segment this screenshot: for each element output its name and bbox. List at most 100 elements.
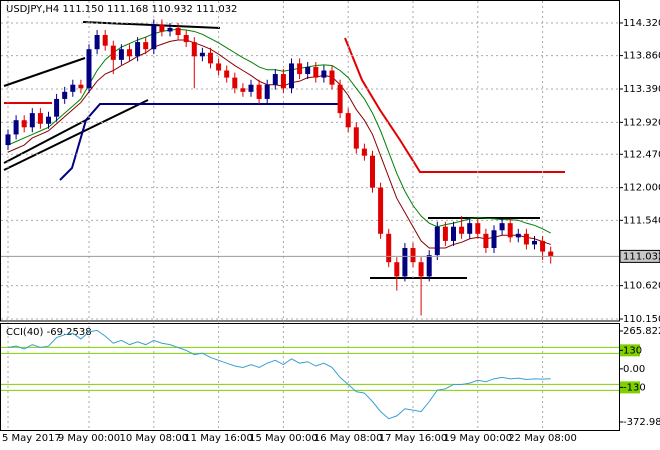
candle-body: [451, 226, 456, 241]
candle-body: [459, 226, 465, 234]
last-price-label: 111.032: [623, 251, 660, 262]
y-tick-label: 110.620: [623, 281, 660, 292]
y-tick-label: 0.00: [623, 364, 645, 375]
candle-body: [329, 70, 335, 85]
x-tick-label: 15 May 00:00: [249, 433, 318, 444]
y-tick-label: 112.920: [623, 117, 660, 128]
candle-body: [110, 45, 116, 60]
candle-body: [337, 84, 343, 114]
candle-body: [410, 248, 416, 263]
indicator-panel: [0, 323, 620, 431]
x-tick-label: 9 May 00:00: [58, 433, 120, 444]
x-tick-label: 11 May 16:00: [184, 433, 253, 444]
candle-body: [159, 24, 165, 32]
y-tick-label: -130: [623, 382, 646, 393]
candle-body: [78, 84, 84, 89]
candle-body: [378, 187, 384, 234]
candle-body: [127, 49, 132, 57]
main-panel: [0, 0, 620, 322]
y-tick-label: 130: [623, 345, 642, 356]
candle-body: [208, 52, 213, 64]
candle-body: [62, 91, 68, 99]
x-tick-label: 19 May 00:00: [444, 433, 513, 444]
candle-body: [191, 42, 197, 57]
y-tick-label: 113.860: [623, 51, 660, 62]
y-tick-label: -372.9858: [623, 417, 660, 428]
chart-title: USDJPY,H4 111.150 111.168 110.932 111.03…: [6, 4, 237, 15]
x-tick-label: 16 May 08:00: [314, 433, 383, 444]
x-tick-label: 10 May 08:00: [120, 433, 189, 444]
y-tick-label: 112.000: [623, 183, 660, 194]
candle-body: [507, 223, 513, 238]
candle-body: [548, 251, 554, 257]
candle-body: [37, 113, 43, 124]
candle-body: [224, 70, 230, 78]
last-price-box: [619, 249, 660, 263]
candle-body: [305, 66, 311, 75]
candle-body: [86, 49, 92, 89]
candle-body: [199, 52, 205, 57]
candle-body: [353, 127, 359, 149]
candle-body: [532, 240, 537, 245]
candle-body: [426, 255, 432, 277]
y-tick-label: 112.470: [623, 149, 660, 160]
candle-body: [240, 88, 246, 92]
candle-body: [232, 77, 238, 89]
candle-body: [264, 84, 270, 99]
candle-body: [523, 233, 529, 245]
candle-body: [475, 223, 481, 234]
candle-body: [280, 74, 286, 89]
candle-body: [515, 233, 521, 238]
y-tick-label: 111.540: [623, 215, 660, 226]
candle-body: [102, 35, 108, 46]
candle-body: [175, 27, 181, 36]
candle-body: [483, 233, 489, 249]
candle-body: [143, 42, 149, 50]
candle-body: [345, 113, 351, 128]
candle-body: [499, 223, 505, 231]
candle-body: [289, 63, 294, 89]
y-tick-label: 110.150: [623, 314, 660, 325]
candle-body: [386, 233, 392, 263]
candle-body: [442, 226, 448, 241]
moving-average: [7, 39, 551, 249]
candle-body: [248, 84, 254, 92]
candle-body: [402, 248, 408, 277]
candle-body: [13, 120, 19, 135]
candle-body: [361, 148, 367, 156]
candle-body: [94, 35, 100, 50]
y-tick-label: 113.390: [623, 84, 660, 95]
trend-line: [3, 99, 149, 171]
candle-body: [394, 262, 400, 277]
indicator-title: CCI(40) -69.2538: [6, 327, 92, 338]
candle-body: [418, 262, 424, 277]
candle-body: [151, 24, 157, 50]
candle-body: [216, 63, 222, 71]
candle-body: [321, 70, 327, 78]
candle-body: [313, 66, 319, 78]
trend-line: [3, 117, 91, 164]
candle-body: [5, 134, 11, 146]
candle-body: [540, 240, 546, 252]
candle-body: [29, 113, 35, 128]
candle-body: [491, 230, 497, 249]
candle-body: [256, 84, 262, 99]
moving-average: [7, 28, 551, 234]
candle-body: [272, 74, 278, 85]
trend-line: [3, 57, 86, 87]
candle-body: [135, 42, 141, 57]
cci-line: [7, 329, 551, 420]
indicator-line: [344, 37, 565, 173]
candle-body: [46, 116, 51, 124]
x-tick-label: 17 May 16:00: [379, 433, 448, 444]
level-box: [620, 344, 640, 357]
candle-body: [54, 98, 60, 117]
y-tick-label: 265.8226: [623, 326, 660, 337]
indicator-line: [59, 103, 340, 181]
level-box: [620, 381, 640, 394]
candle-body: [118, 49, 124, 60]
candle-body: [434, 226, 440, 256]
candle-body: [21, 120, 27, 128]
candle-body: [167, 27, 173, 32]
